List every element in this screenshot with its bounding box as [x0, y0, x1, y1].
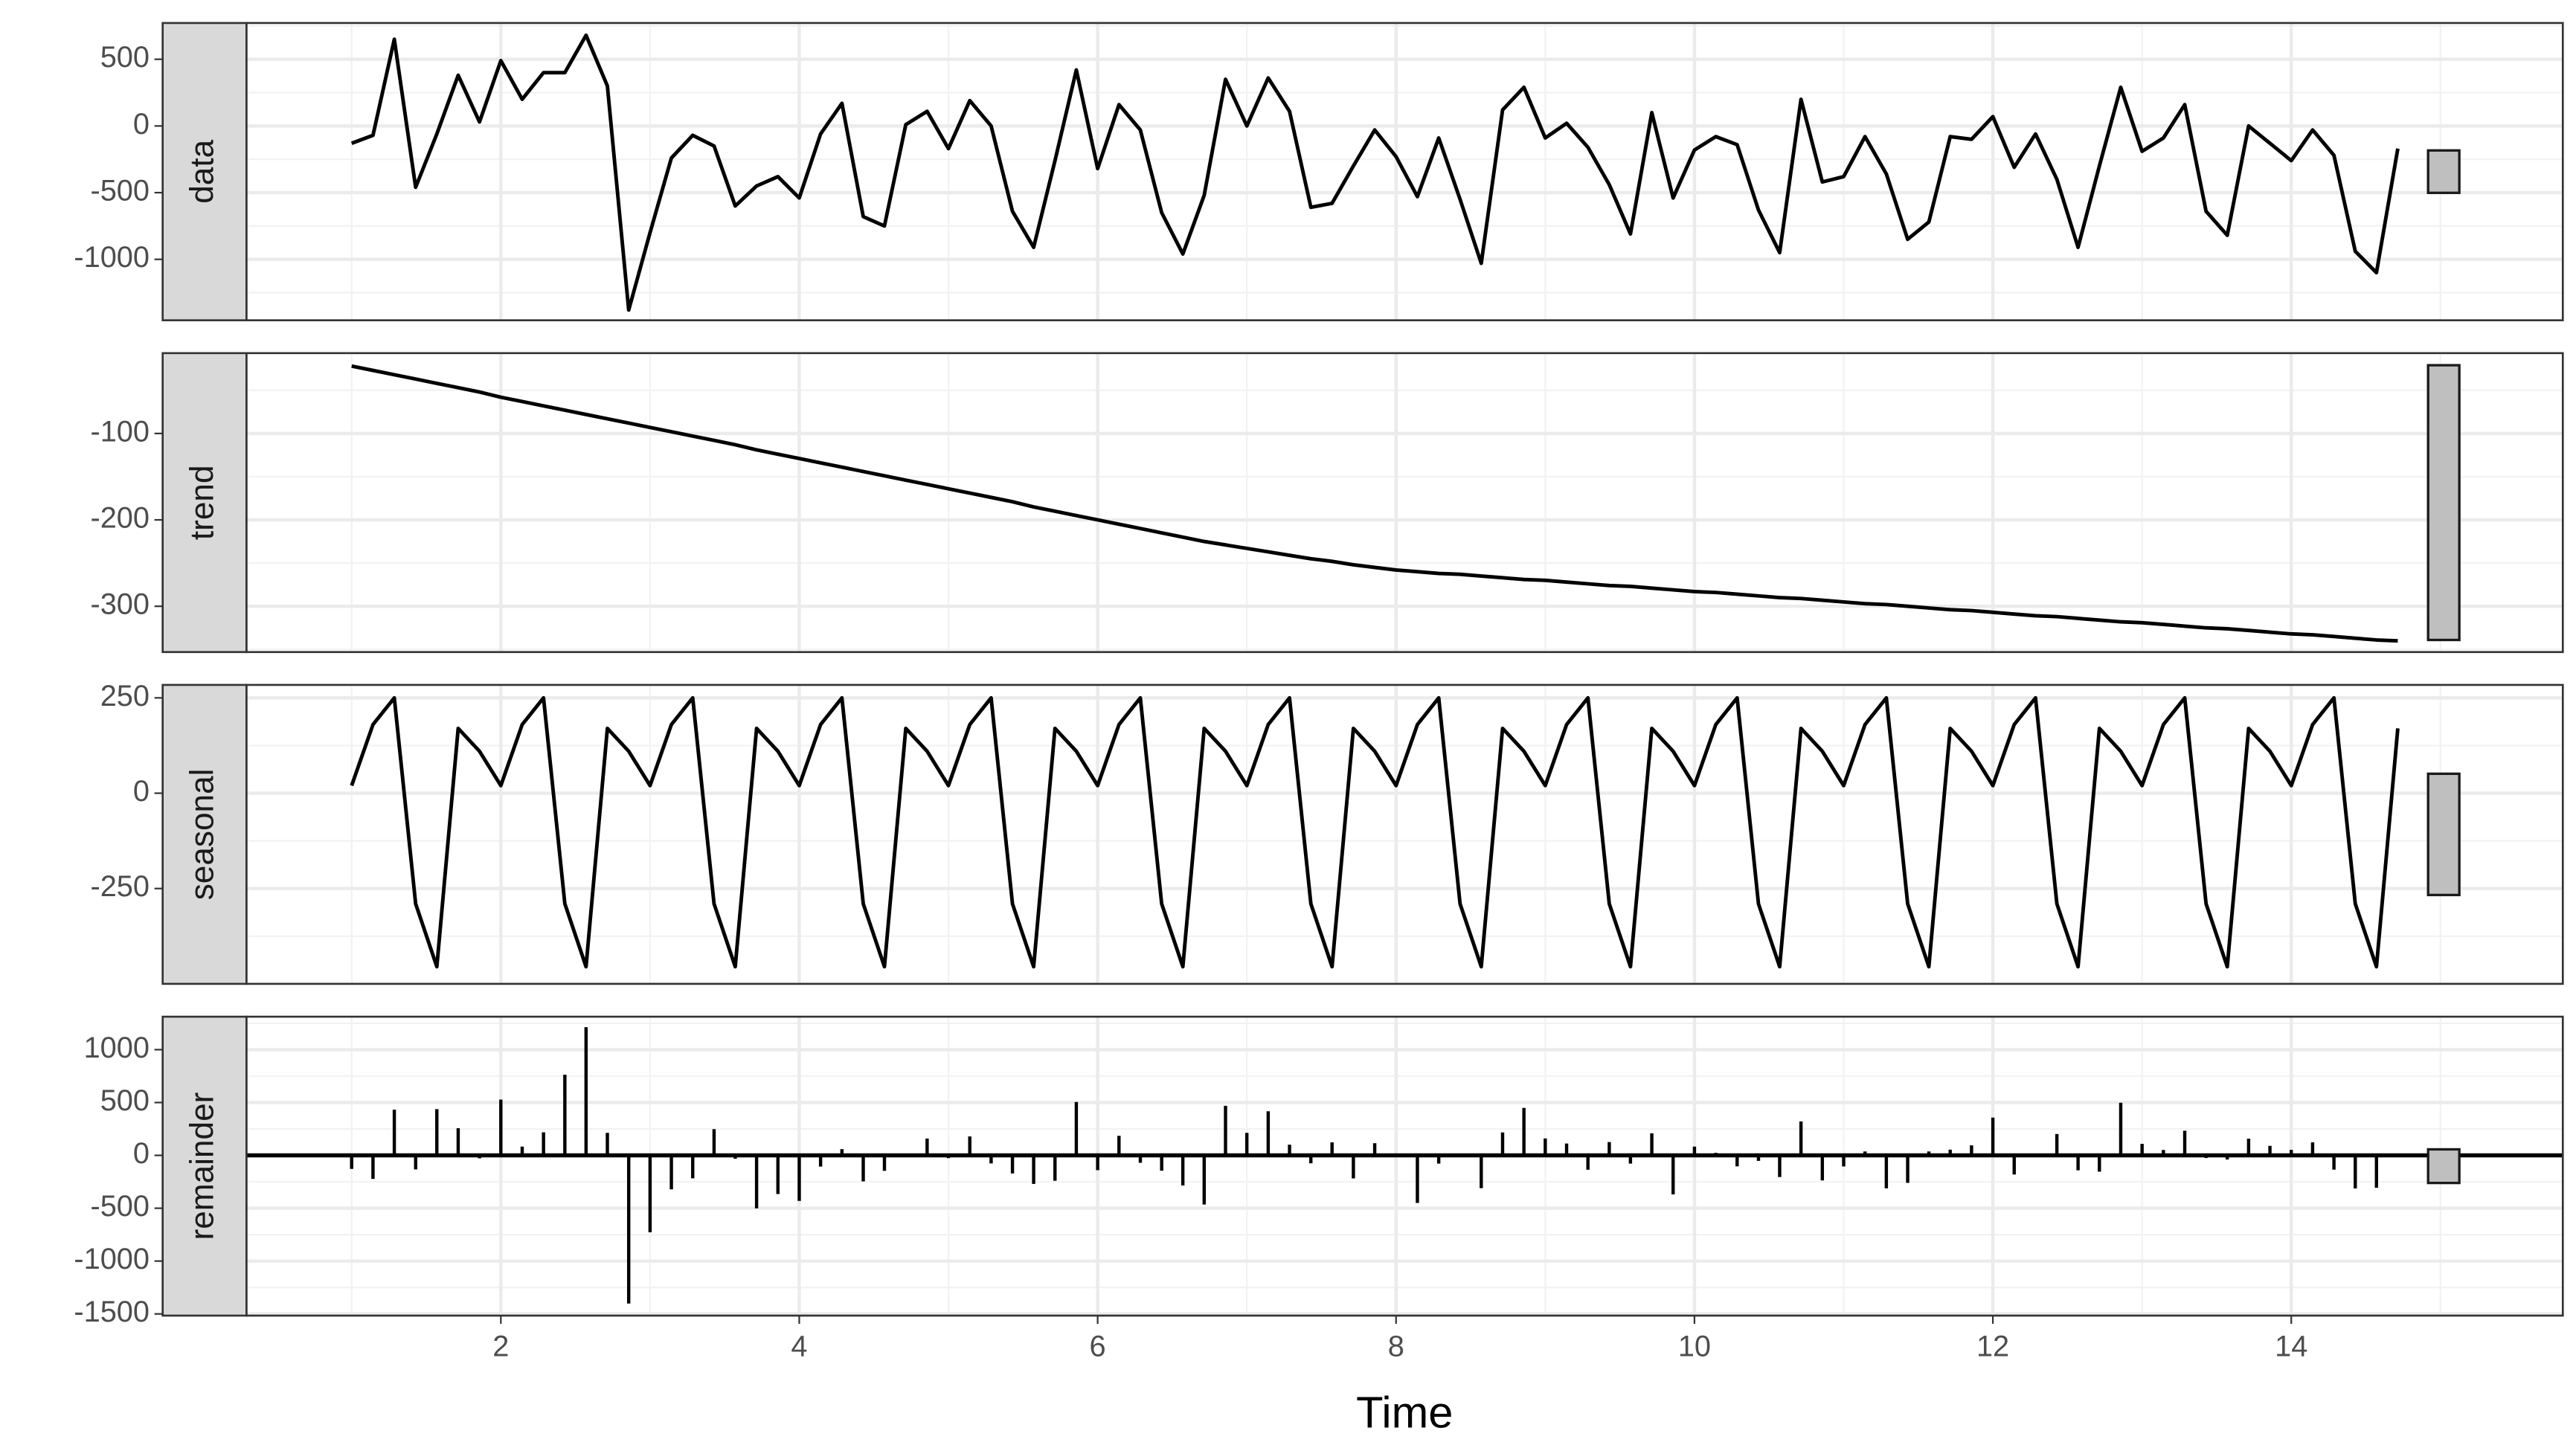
y-tick-label: 1000 [84, 1032, 150, 1064]
y-tick-label: -300 [90, 588, 150, 621]
range-bar [2426, 364, 2461, 642]
range-bar [2426, 149, 2461, 194]
strip-label: data [184, 139, 221, 203]
x-tick-label: 12 [1976, 1330, 2009, 1363]
strip [161, 352, 248, 654]
x-tick-label: 10 [1678, 1330, 1711, 1363]
strip [161, 22, 248, 321]
y-tick-label: -1000 [74, 241, 150, 274]
strip [161, 1015, 248, 1317]
series-line [351, 364, 2398, 643]
strip-label: seasonal [184, 769, 221, 901]
y-tick-label: -1000 [74, 1243, 150, 1275]
x-tick-label: 4 [791, 1330, 807, 1363]
y-tick-label: 0 [133, 1137, 150, 1170]
panel-background [246, 1017, 2563, 1316]
series-line [350, 695, 2400, 969]
y-tick-label: 0 [133, 108, 150, 141]
strip-label: remainder [184, 1093, 221, 1241]
panel-background [246, 684, 2563, 984]
strip [161, 683, 248, 985]
y-tick-label: -1500 [74, 1296, 150, 1328]
x-tick-label: 8 [1388, 1330, 1404, 1363]
panel-background [246, 353, 2563, 652]
y-tick-label: 500 [100, 41, 150, 74]
x-tick-label: 14 [2275, 1330, 2307, 1363]
series-line [350, 33, 2400, 312]
x-axis-title: Time [1356, 1387, 1453, 1437]
y-tick-label: -500 [90, 1190, 150, 1223]
y-tick-label: -250 [90, 870, 150, 903]
range-bar [2426, 772, 2461, 897]
y-tick-label: -500 [90, 175, 150, 207]
y-tick-label: 0 [133, 775, 150, 808]
strip-label: trend [184, 465, 221, 540]
y-tick-label: 500 [100, 1084, 150, 1117]
y-tick-label: 250 [100, 680, 150, 712]
x-tick-label: 6 [1090, 1330, 1106, 1363]
y-tick-label: -200 [90, 502, 150, 535]
y-tick-label: -100 [90, 415, 150, 448]
x-tick-label: 2 [492, 1330, 509, 1363]
range-bar [2426, 1148, 2461, 1185]
